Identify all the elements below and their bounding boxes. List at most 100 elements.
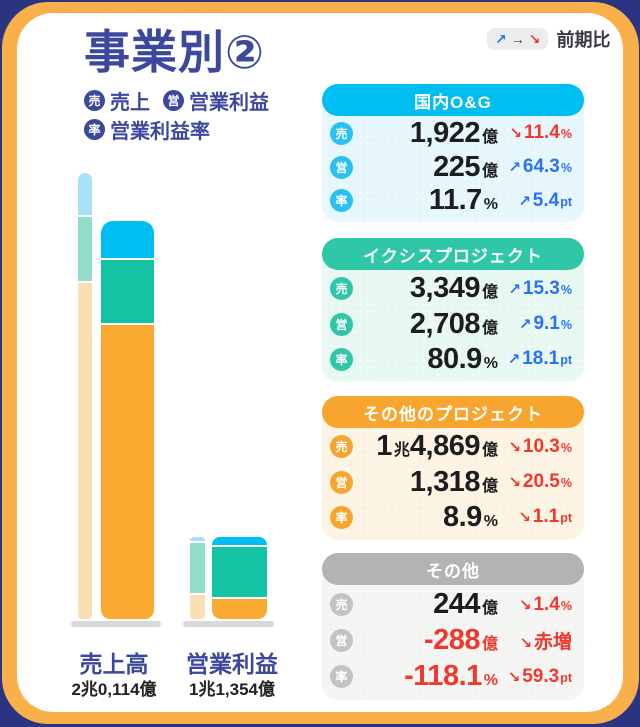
card-domestic-og-title: 国内O&G <box>322 84 584 116</box>
profit-prev-shadow <box>183 621 212 627</box>
revenue-prev-segment-ichthys-project <box>78 217 92 281</box>
margin-badge-icon: 率 <box>330 189 353 213</box>
change-suffix: % <box>560 598 572 613</box>
change-value: 59.3 <box>522 665 560 687</box>
value-part: 1,922 <box>409 116 481 149</box>
card-other: その他売 244 億 ↘ 1.4% 営 -288 億 ↘ 赤増率 -118.1% ↘ 59.3pt <box>322 553 584 700</box>
right-arrow-icon: → <box>510 31 525 47</box>
value-part: 1,318 <box>409 465 481 498</box>
revenue-prev-bar <box>78 173 92 619</box>
operating-profit-value: 225 億 <box>353 151 498 184</box>
revenue-prev-segment-domestic-og <box>78 173 92 215</box>
down-arrow-icon: ↘ <box>518 509 531 527</box>
card-other-title: その他 <box>322 553 584 585</box>
change-value: 赤増 <box>533 632 572 653</box>
revenue-current-segment-domestic-og <box>101 221 154 258</box>
card-other-projects-row-sales: 売 1 兆4,869 億 ↘ 10.3% <box>330 430 572 463</box>
change-value: 5.4 <box>532 189 560 211</box>
profit-prev-segment-domestic-og <box>190 537 205 541</box>
profit-prev-bar <box>190 537 205 619</box>
value-part: % <box>483 512 498 530</box>
margin-change: ↗ 18.1pt <box>502 348 572 370</box>
value-part: % <box>483 354 498 372</box>
down-arrow-icon: ↘ <box>519 635 532 652</box>
margin-value: 11.7% <box>353 184 498 217</box>
period-compare: ↗ → ↘ 前期比 <box>487 26 610 52</box>
card-domestic-og-row-operating-profit: 営 225 億 ↗ 64.3% <box>330 151 572 184</box>
operating-profit-change: ↗ 64.3% <box>502 156 572 178</box>
profit-prev-segment-other-projects <box>190 595 205 619</box>
change-value: 18.1 <box>522 348 560 370</box>
change-suffix: pt <box>560 353 572 368</box>
operating-profit-badge-icon: 営 <box>330 629 353 652</box>
change-suffix: % <box>560 161 572 175</box>
operating-profit-badge-icon: 営 <box>330 470 353 494</box>
down-arrow-icon: ↘ <box>507 668 521 686</box>
change-value: 1.4 <box>533 593 560 615</box>
profit-prev-segment-ichthys-project <box>190 543 205 593</box>
value-part: 億 <box>481 162 498 180</box>
profit-current-bar <box>212 537 267 619</box>
value-part: 1 <box>376 430 392 463</box>
revenue-prev-shadow <box>71 621 99 627</box>
card-other-rows: 売 244 億 ↘ 1.4% 営 -288 億 ↘ 赤増率 -118.1% ↘ 59.3pt <box>330 585 572 696</box>
operating-profit-change: ↘ 20.5% <box>502 471 572 493</box>
revenue-prev-segment-other-projects <box>78 283 92 619</box>
value-part: 2,708 <box>409 307 481 340</box>
legend-label-operating-profit: 営業利益 <box>189 92 269 114</box>
card-other-projects-title: その他のプロジェクト <box>322 396 584 428</box>
value-part: 億 <box>481 128 498 146</box>
card-domestic-og-row-margin: 率 11.7% ↗ 5.4pt <box>330 184 572 217</box>
card-domestic-og-row-sales: 売 1,922 億 ↘ 11.4% <box>330 117 572 150</box>
change-suffix: % <box>560 476 572 490</box>
card-domestic-og: 国内O&G 売 1,922 億 ↘ 11.4% 営 225 億 ↗ 64.3% 率 11.7% ↗ 5.4p… <box>322 84 584 222</box>
change-suffix: pt <box>560 194 572 209</box>
sales-badge-icon: 売 <box>330 593 353 616</box>
sales-badge-icon: 売 <box>330 277 353 301</box>
change-suffix: % <box>560 282 572 297</box>
card-other-row-operating-profit: 営 -288 億 ↘ 赤増 <box>330 624 572 657</box>
card-ichthys-project-row-sales: 売 3,349 億 ↗ 15.3% <box>330 272 572 305</box>
down-arrow-icon: ↘ <box>518 596 532 614</box>
change-suffix: % <box>560 127 572 142</box>
value-part: % <box>483 196 498 214</box>
revenue-current-segment-other-projects <box>101 325 154 619</box>
up-arrow-icon: ↗ <box>518 316 532 333</box>
value-part: 11.7 <box>428 184 482 217</box>
up-arrow-icon: ↗ <box>507 351 521 369</box>
margin-value: 80.9% <box>353 343 498 376</box>
change-value: 10.3 <box>522 435 560 457</box>
card-ichthys-project: イクシスプロジェクト売 3,349 億 ↗ 15.3% 営 2,708 億 ↗ 9.1% 率 80.9… <box>322 238 584 382</box>
change-suffix: pt <box>560 670 572 685</box>
sales-value: 3,349 億 <box>353 272 498 305</box>
operating-profit-badge-icon: 営 <box>163 90 184 111</box>
down-arrow-icon: ↘ <box>508 474 521 491</box>
legend-line-1: 売 売上 営 営業利益 <box>84 86 269 115</box>
change-value: 9.1 <box>533 313 560 334</box>
margin-value: 8.9% <box>353 501 498 534</box>
card-other-row-margin: 率 -118.1% ↘ 59.3pt <box>330 660 572 693</box>
up-arrow-icon: ↗ <box>495 31 507 47</box>
value-part: 億 <box>481 319 498 337</box>
change-value: 11.4 <box>523 122 560 144</box>
page-title: 事業別② <box>84 26 265 78</box>
sales-change: ↘ 1.4% <box>502 594 572 616</box>
change-value: 1.1 <box>532 506 560 528</box>
down-arrow-icon: ↘ <box>528 31 541 47</box>
change-value: 15.3 <box>522 277 560 299</box>
value-part: 億 <box>481 600 498 617</box>
period-compare-pill: ↗ → ↘ <box>487 28 549 50</box>
value-part: 80.9 <box>427 342 482 375</box>
operating-profit-value: 1,318 億 <box>353 466 498 499</box>
operating-profit-change: ↗ 9.1% <box>502 313 572 335</box>
card-other-projects-row-margin: 率 8.9% ↘ 1.1pt <box>330 501 572 534</box>
operating-profit-value: 2,708 億 <box>353 308 498 341</box>
up-arrow-icon: ↗ <box>518 192 531 210</box>
change-suffix: % <box>560 440 572 455</box>
change-suffix: % <box>560 318 572 332</box>
value-part: -288 <box>423 624 481 656</box>
card-ichthys-project-row-operating-profit: 営 2,708 億 ↗ 9.1% <box>330 308 572 341</box>
value-part: 8.9 <box>442 500 482 533</box>
sales-badge-icon: 売 <box>330 435 353 459</box>
